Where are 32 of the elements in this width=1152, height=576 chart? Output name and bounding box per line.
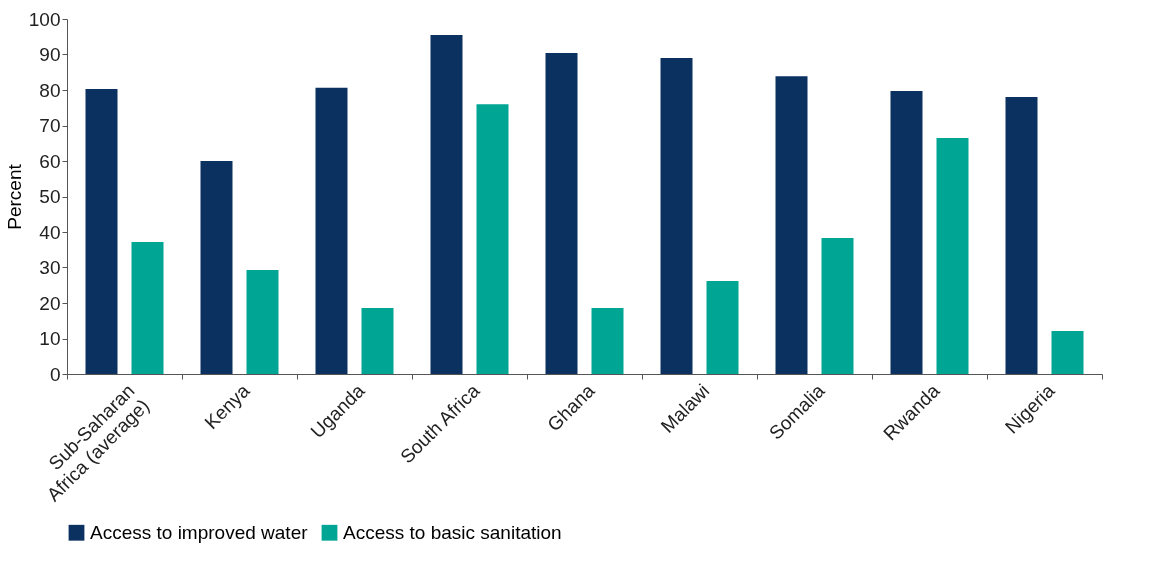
bar [131,241,164,374]
y-tick-label: 20 [39,292,61,314]
y-tick-label: 40 [39,221,61,243]
bar [315,87,348,374]
legend-label: Access to basic sanitation [343,521,562,543]
bar [591,307,624,374]
bar [706,280,739,374]
y-tick-label: 70 [39,115,61,136]
y-tick-label: 80 [39,79,61,101]
y-tick-label: 50 [39,186,61,207]
bar [85,88,118,374]
y-tick-label: 90 [39,44,61,65]
bar [821,238,854,374]
y-tick-label: 30 [39,257,61,278]
bar [545,53,578,374]
bar [660,58,693,374]
bar [361,307,394,374]
bar [430,34,463,374]
y-tick-label: 60 [39,150,61,172]
y-tick-label: 100 [28,8,61,30]
bar [1005,97,1038,374]
bar [476,104,509,374]
legend-label: Access to improved water [90,521,309,543]
bar [1051,331,1084,374]
bar [775,76,808,374]
bar [936,137,969,374]
bar [246,269,279,374]
y-tick-label: 0 [49,363,61,385]
bar [890,91,923,374]
y-tick-label: 10 [39,328,61,349]
bar [200,161,233,374]
y-axis-title: Percent [3,163,25,230]
